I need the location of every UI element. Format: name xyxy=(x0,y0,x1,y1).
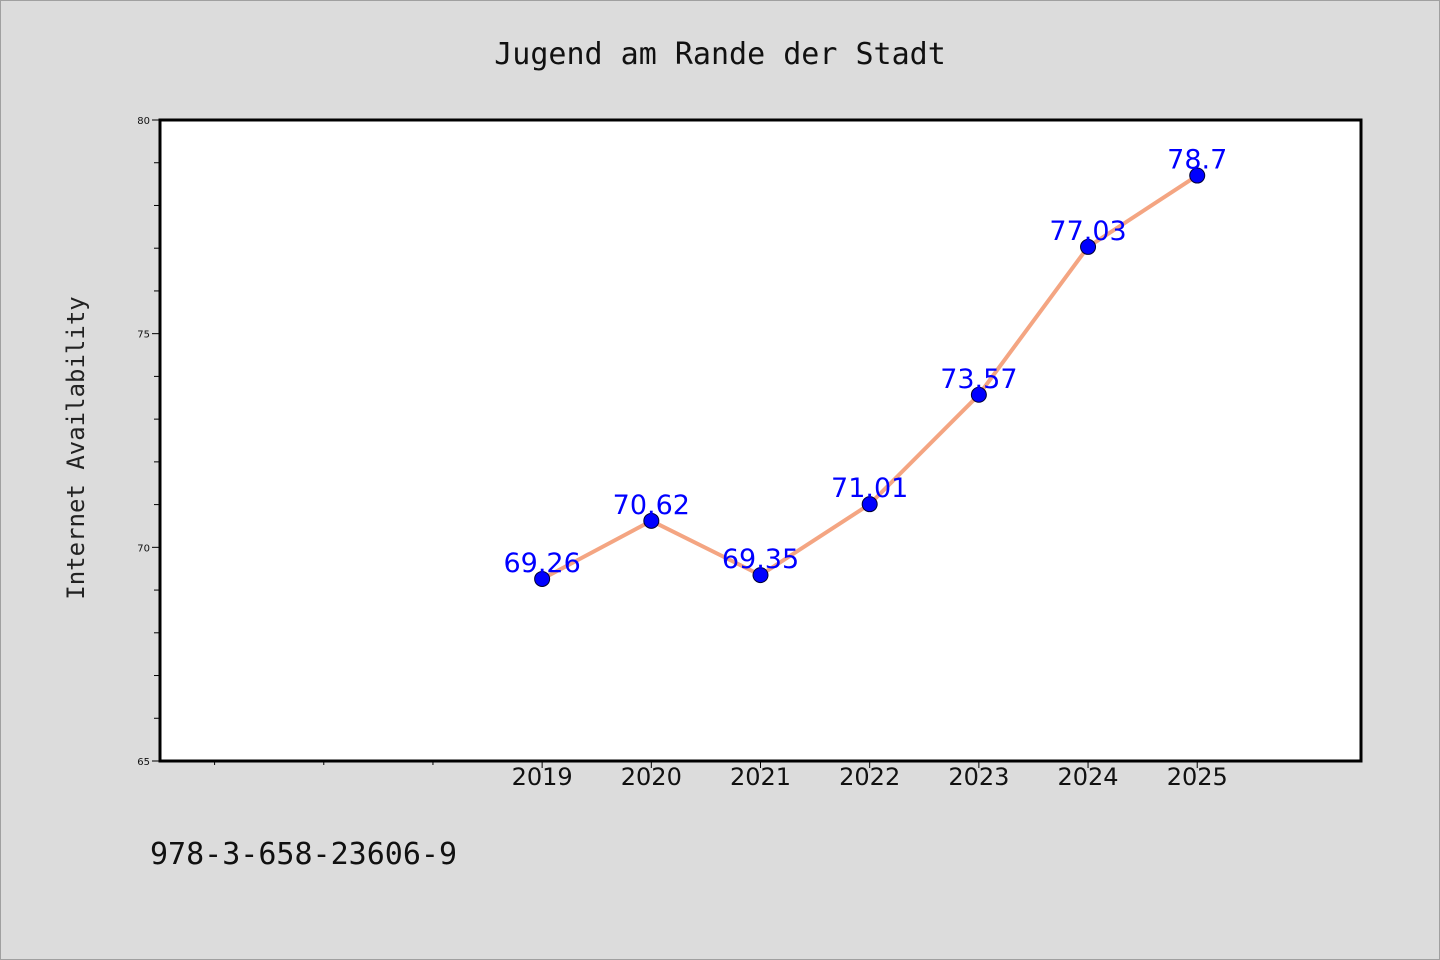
data-label: 69.26 xyxy=(503,548,580,579)
y-tick-label: 80 xyxy=(137,116,150,127)
data-point xyxy=(970,386,987,403)
y-axis-label: Internet Availability xyxy=(62,296,90,599)
data-point xyxy=(643,512,660,529)
data-label: 71.01 xyxy=(831,473,908,504)
series-layer: 69.26 70.62 69.35 71.01 73.57 77.03 78.7 xyxy=(503,145,1227,587)
data-label: 70.62 xyxy=(613,490,690,521)
data-point xyxy=(752,567,769,584)
data-point xyxy=(861,496,878,513)
x-tick-label: 2019 xyxy=(512,763,573,791)
data-point xyxy=(1080,238,1097,255)
data-label: 69.35 xyxy=(722,544,799,575)
data-label: 77.03 xyxy=(1049,216,1126,247)
x-tick-label: 2025 xyxy=(1167,763,1228,791)
x-tick-label: 2022 xyxy=(839,763,900,791)
axis-ticks: 65 70 75 80 2019 2020 2021 2022 2023 2024 2025 xyxy=(137,116,1228,791)
x-tick-label: 2024 xyxy=(1058,763,1119,791)
x-tick-label: 2023 xyxy=(948,763,1009,791)
data-point xyxy=(1189,167,1206,184)
data-label: 78.7 xyxy=(1167,145,1227,176)
data-label: 73.57 xyxy=(940,364,1017,395)
y-tick-label: 65 xyxy=(137,757,150,768)
isbn-footer: 978-3-658-23606-9 xyxy=(150,837,457,872)
y-tick-label: 75 xyxy=(137,330,150,341)
x-tick-label: 2020 xyxy=(621,763,682,791)
chart-title: Jugend am Rande der Stadt xyxy=(494,37,946,72)
plot-area xyxy=(158,118,1363,763)
y-tick-label: 70 xyxy=(137,543,150,554)
data-point xyxy=(534,570,551,587)
x-tick-label: 2021 xyxy=(730,763,791,791)
